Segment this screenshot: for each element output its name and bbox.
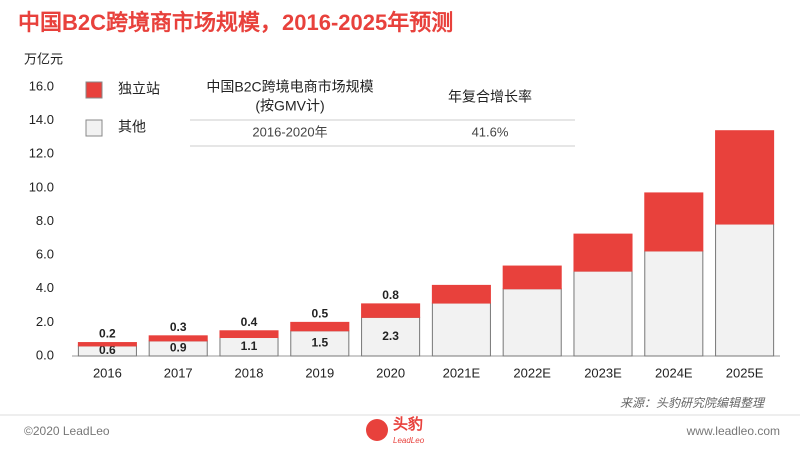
data-label: 0.5 — [311, 307, 328, 321]
data-label: 1.5 — [311, 336, 328, 350]
website: www.leadleo.com — [686, 424, 780, 438]
y-tick-label: 14.0 — [29, 112, 54, 127]
bar-segment — [219, 330, 279, 339]
y-tick-label: 8.0 — [36, 213, 54, 228]
bar-segment — [431, 302, 491, 357]
bar-segment — [573, 270, 633, 357]
bar-segment — [290, 330, 350, 357]
x-tick-label: 2022E — [513, 365, 551, 380]
bar-segment — [644, 250, 704, 357]
bar-segment — [573, 233, 633, 272]
inset-cell: 2016-2020年 — [252, 124, 327, 139]
data-label: 2.3 — [382, 329, 399, 343]
data-label: 0.8 — [382, 288, 399, 302]
y-axis-label: 万亿元 — [24, 51, 63, 66]
y-tick-label: 16.0 — [29, 78, 54, 93]
bar-segment — [502, 265, 562, 290]
data-label: 0.4 — [241, 315, 258, 329]
x-tick-label: 2025E — [726, 365, 764, 380]
x-tick-label: 2019 — [305, 365, 334, 380]
inset-header: 中国B2C跨境电商市场规模 — [206, 79, 373, 95]
x-tick-label: 2021E — [443, 365, 481, 380]
bar-segment — [361, 303, 421, 318]
legend-swatch — [85, 119, 103, 137]
legend-label: 独立站 — [118, 81, 160, 97]
logo: 头豹 — [393, 415, 423, 433]
bar-segment — [148, 335, 208, 342]
y-tick-label: 4.0 — [36, 280, 54, 295]
x-tick-label: 2017 — [164, 365, 193, 380]
bar-segment — [290, 321, 350, 332]
source: 来源：头豹研究院编辑整理 — [620, 396, 766, 410]
y-tick-label: 12.0 — [29, 146, 54, 161]
copyright: ©2020 LeadLeo — [24, 424, 110, 438]
bar-segment — [715, 130, 775, 225]
legend-label: 其他 — [118, 119, 146, 135]
y-tick-label: 0.0 — [36, 347, 54, 362]
data-label: 0.6 — [99, 343, 116, 357]
x-tick-label: 2016 — [93, 365, 122, 380]
y-tick-label: 6.0 — [36, 247, 54, 262]
x-tick-label: 2020 — [376, 365, 405, 380]
x-tick-label: 2023E — [584, 365, 622, 380]
logo-icon — [366, 419, 388, 441]
logo-sub: LeadLeo — [393, 436, 425, 445]
legend-swatch — [85, 81, 103, 99]
bar-segment — [502, 288, 562, 357]
inset-cell: 41.6% — [472, 124, 509, 139]
bar-segment — [644, 192, 704, 252]
data-label: 0.9 — [170, 341, 187, 355]
inset-header: (按GMV计) — [255, 98, 324, 114]
data-label: 0.3 — [170, 320, 187, 334]
data-label: 1.1 — [241, 339, 258, 353]
bar-segment — [431, 284, 491, 304]
inset-header: 年复合增长率 — [448, 89, 532, 105]
y-tick-label: 10.0 — [29, 179, 54, 194]
bar-segment — [715, 223, 775, 357]
y-tick-label: 2.0 — [36, 314, 54, 329]
x-tick-label: 2018 — [235, 365, 264, 380]
x-tick-label: 2024E — [655, 365, 693, 380]
bar-segment — [77, 342, 137, 347]
data-label: 0.2 — [99, 327, 116, 341]
chart-title: 中国B2C跨境商市场规模，2016-2025年预测 — [18, 10, 453, 35]
